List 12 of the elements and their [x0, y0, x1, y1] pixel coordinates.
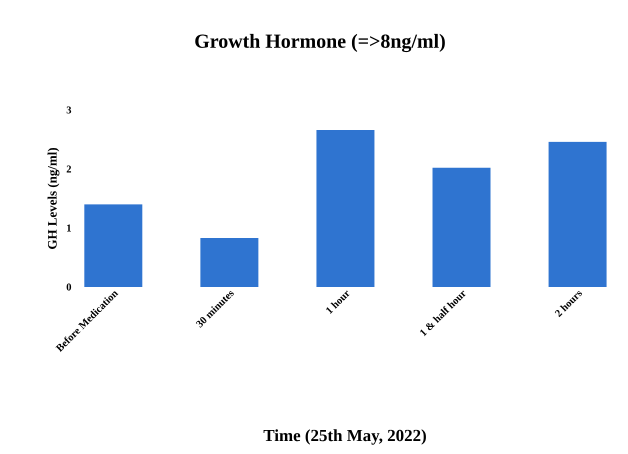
y-tick-label: 3 — [66, 106, 72, 114]
bar — [200, 238, 258, 287]
bar — [84, 204, 142, 287]
bar — [316, 130, 374, 287]
bar — [432, 168, 491, 287]
x-axis-title: Time (25th May, 2022) — [264, 429, 426, 445]
bar — [548, 142, 607, 287]
y-tick-label: 0 — [66, 283, 72, 291]
y-tick-label: 1 — [67, 224, 71, 232]
y-tick-label: 2 — [66, 166, 72, 172]
y-axis-title: GH Levels (ng/ml) — [48, 148, 60, 249]
chart-title: Growth Hormone (=>8ng/ml) — [195, 34, 445, 52]
